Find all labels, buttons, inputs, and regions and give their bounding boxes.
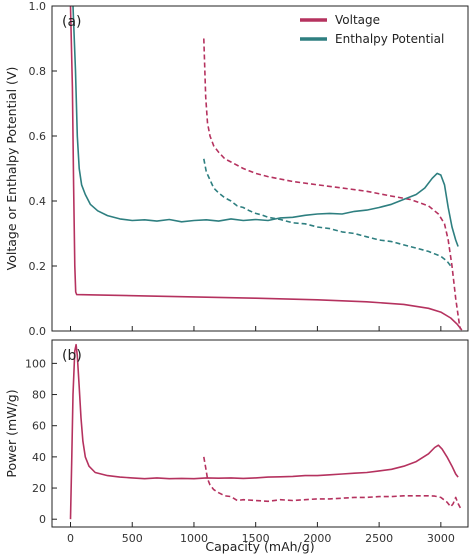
panel-a-lines <box>69 6 463 331</box>
legend-label-voltage: Voltage <box>335 13 380 27</box>
x-tick-label: 1000 <box>180 532 208 545</box>
panel-b-frame <box>51 339 469 528</box>
series-line-voltage-dashed <box>203 38 462 330</box>
y-tick-label: 1.0 <box>29 0 47 13</box>
legend: Voltage Enthalpy Potential <box>300 13 444 46</box>
panel-a-frame <box>51 5 469 332</box>
y-tick-label: 60 <box>32 420 46 433</box>
series-line-enthalpy-potential-solid <box>72 6 459 247</box>
x-tick-label: 2000 <box>303 532 331 545</box>
panel-a-label: (a) <box>62 14 82 30</box>
y-tick-label: 0.6 <box>29 130 47 143</box>
series-line-enthalpy-potential-dashed <box>203 158 452 267</box>
panel-a-ticks: 0.0 0.2 0.4 0.6 0.8 1.0 <box>29 0 442 338</box>
y-tick-label: 80 <box>32 389 46 402</box>
panel-b-y-axis-label: Power (mW/g) <box>4 389 19 477</box>
y-tick-label: 0.0 <box>29 325 47 338</box>
series-line-power-dashed <box>203 456 462 509</box>
panel-b-lines <box>69 343 462 520</box>
series-line-power-solid <box>69 343 459 520</box>
x-tick-label: 3000 <box>427 532 455 545</box>
y-tick-label: 0 <box>39 513 46 526</box>
y-tick-label: 40 <box>32 451 46 464</box>
panel-a: 0.0 0.2 0.4 0.6 0.8 1.0 (a) Voltage or Enthal… <box>4 0 469 338</box>
y-tick-label: 0.2 <box>29 260 47 273</box>
y-tick-label: 20 <box>32 482 46 495</box>
panel-b-label: (b) <box>62 348 82 364</box>
x-tick-label: 500 <box>122 532 143 545</box>
y-tick-label: 100 <box>25 357 46 370</box>
panel-a-y-axis-label: Voltage or Enthalpy Potential (V) <box>4 67 19 271</box>
x-tick-label: 1500 <box>242 532 270 545</box>
x-axis-label: Capacity (mAh/g) <box>205 539 314 554</box>
y-tick-label: 0.4 <box>29 195 47 208</box>
legend-label-enthalpy-potential: Enthalpy Potential <box>335 32 444 46</box>
y-tick-label: 0.8 <box>29 65 47 78</box>
x-tick-label: 2500 <box>365 532 393 545</box>
x-tick-label: 0 <box>67 532 74 545</box>
series-line-voltage-solid <box>69 6 463 331</box>
